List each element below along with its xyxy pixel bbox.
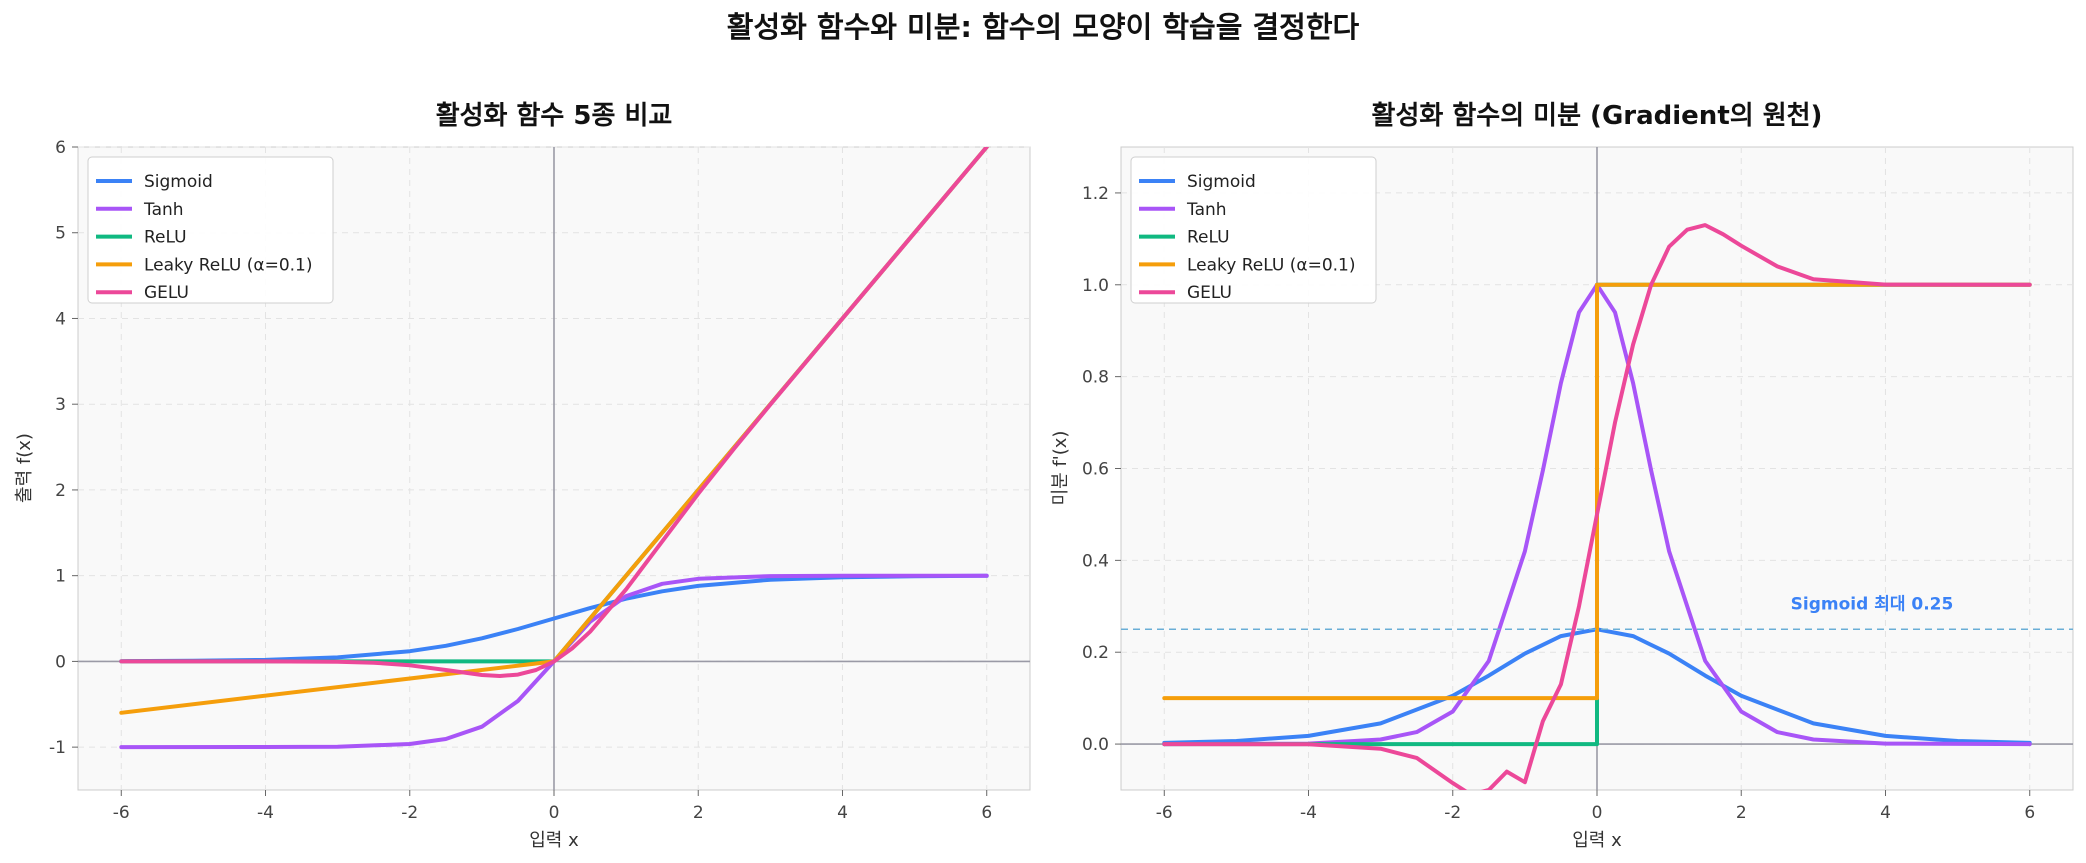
x-axis-label: 입력 x — [1572, 830, 1622, 851]
figure-suptitle: 활성화 함수와 미분: 함수의 모양이 학습을 결정한다 — [726, 10, 1360, 44]
legend-label: ReLU — [1187, 228, 1230, 248]
series-group — [1162, 223, 2032, 790]
x-tick-label: 0 — [1592, 803, 1603, 823]
x-tick-label: -6 — [113, 803, 130, 823]
legend-label: GELU — [144, 283, 189, 303]
y-tick-label: 2 — [55, 481, 66, 501]
legend-label: GELU — [1187, 283, 1232, 303]
y-ticks: 0.0 0.2 0.4 0.6 0.8 1.0 1.2 — [1082, 184, 1121, 755]
legend-label: ReLU — [144, 228, 187, 248]
legend: Sigmoid Tanh ReLU Leaky ReLU (α=0.1) GELU — [87, 156, 334, 304]
legend-label: Sigmoid — [1187, 172, 1256, 192]
y-tick-label: 0.4 — [1082, 551, 1109, 571]
legend-label: Leaky ReLU (α=0.1) — [1187, 255, 1355, 275]
y-tick-label: 0 — [55, 652, 66, 672]
y-tick-label: 4 — [55, 309, 66, 329]
x-tick-label: 4 — [837, 803, 848, 823]
legend-label: Tanh — [143, 200, 184, 220]
legend: Sigmoid Tanh ReLU Leaky ReLU (α=0.1) GELU — [1130, 156, 1377, 304]
y-tick-label: 1.0 — [1082, 276, 1109, 296]
panel-title: 활성화 함수 5종 비교 — [436, 101, 673, 131]
y-tick-label: 0.2 — [1082, 643, 1109, 663]
x-tick-label: -2 — [401, 803, 418, 823]
x-tick-label: 6 — [981, 803, 992, 823]
y-tick-label: 6 — [55, 138, 66, 158]
series-line-gelu — [119, 147, 989, 678]
x-tick-label: -4 — [1300, 803, 1317, 823]
series-line-gelu — [1162, 223, 2032, 790]
x-tick-label: 2 — [693, 803, 704, 823]
series-line-leaky-relu — [1162, 282, 2032, 701]
y-tick-label: 0.8 — [1082, 368, 1109, 388]
y-tick-label: 0.6 — [1082, 460, 1109, 480]
legend-label: Tanh — [1186, 200, 1227, 220]
panel-activation-functions: -6 -4 -2 0 2 4 6 -1 0 1 2 3 4 5 6 활성화 함수 5종 비교 입력 x 출… — [14, 101, 1031, 851]
y-tick-label: 1.2 — [1082, 184, 1109, 204]
y-tick-label: 5 — [55, 224, 66, 244]
series-line-sigmoid — [119, 573, 989, 664]
y-tick-label: 0.0 — [1082, 735, 1109, 755]
y-ticks: -1 0 1 2 3 4 5 6 — [49, 138, 78, 758]
x-tick-label: -6 — [1156, 803, 1173, 823]
x-tick-label: 4 — [1880, 803, 1891, 823]
legend-label: Leaky ReLU (α=0.1) — [144, 255, 312, 275]
sigmoid-max-annotation: Sigmoid 최대 0.25 — [1791, 594, 1954, 614]
y-axis-label: 미분 f'(x) — [1050, 431, 1071, 506]
x-ticks: -6 -4 -2 0 2 4 6 — [1156, 790, 2035, 823]
x-tick-label: 2 — [1736, 803, 1747, 823]
x-tick-label: 6 — [2024, 803, 2035, 823]
legend-label: Sigmoid — [144, 172, 213, 192]
y-tick-label: 3 — [55, 395, 66, 415]
legend-box — [87, 156, 334, 304]
x-tick-label: 0 — [549, 803, 560, 823]
y-tick-label: -1 — [49, 738, 66, 758]
y-axis-label: 출력 f(x) — [14, 433, 35, 503]
panel-derivatives: -6 -4 -2 0 2 4 6 0.0 0.2 0.4 0.6 0.8 1.0 1.2 활성화 함수의… — [1050, 101, 2074, 851]
y-tick-label: 1 — [55, 567, 66, 587]
x-tick-label: -2 — [1444, 803, 1461, 823]
x-axis-label: 입력 x — [529, 830, 579, 851]
panel-title: 활성화 함수의 미분 (Gradient의 원천) — [1372, 101, 1823, 131]
x-ticks: -6 -4 -2 0 2 4 6 — [113, 790, 992, 823]
legend-box — [1130, 156, 1377, 304]
x-tick-label: -4 — [257, 803, 274, 823]
series-group — [119, 147, 989, 750]
